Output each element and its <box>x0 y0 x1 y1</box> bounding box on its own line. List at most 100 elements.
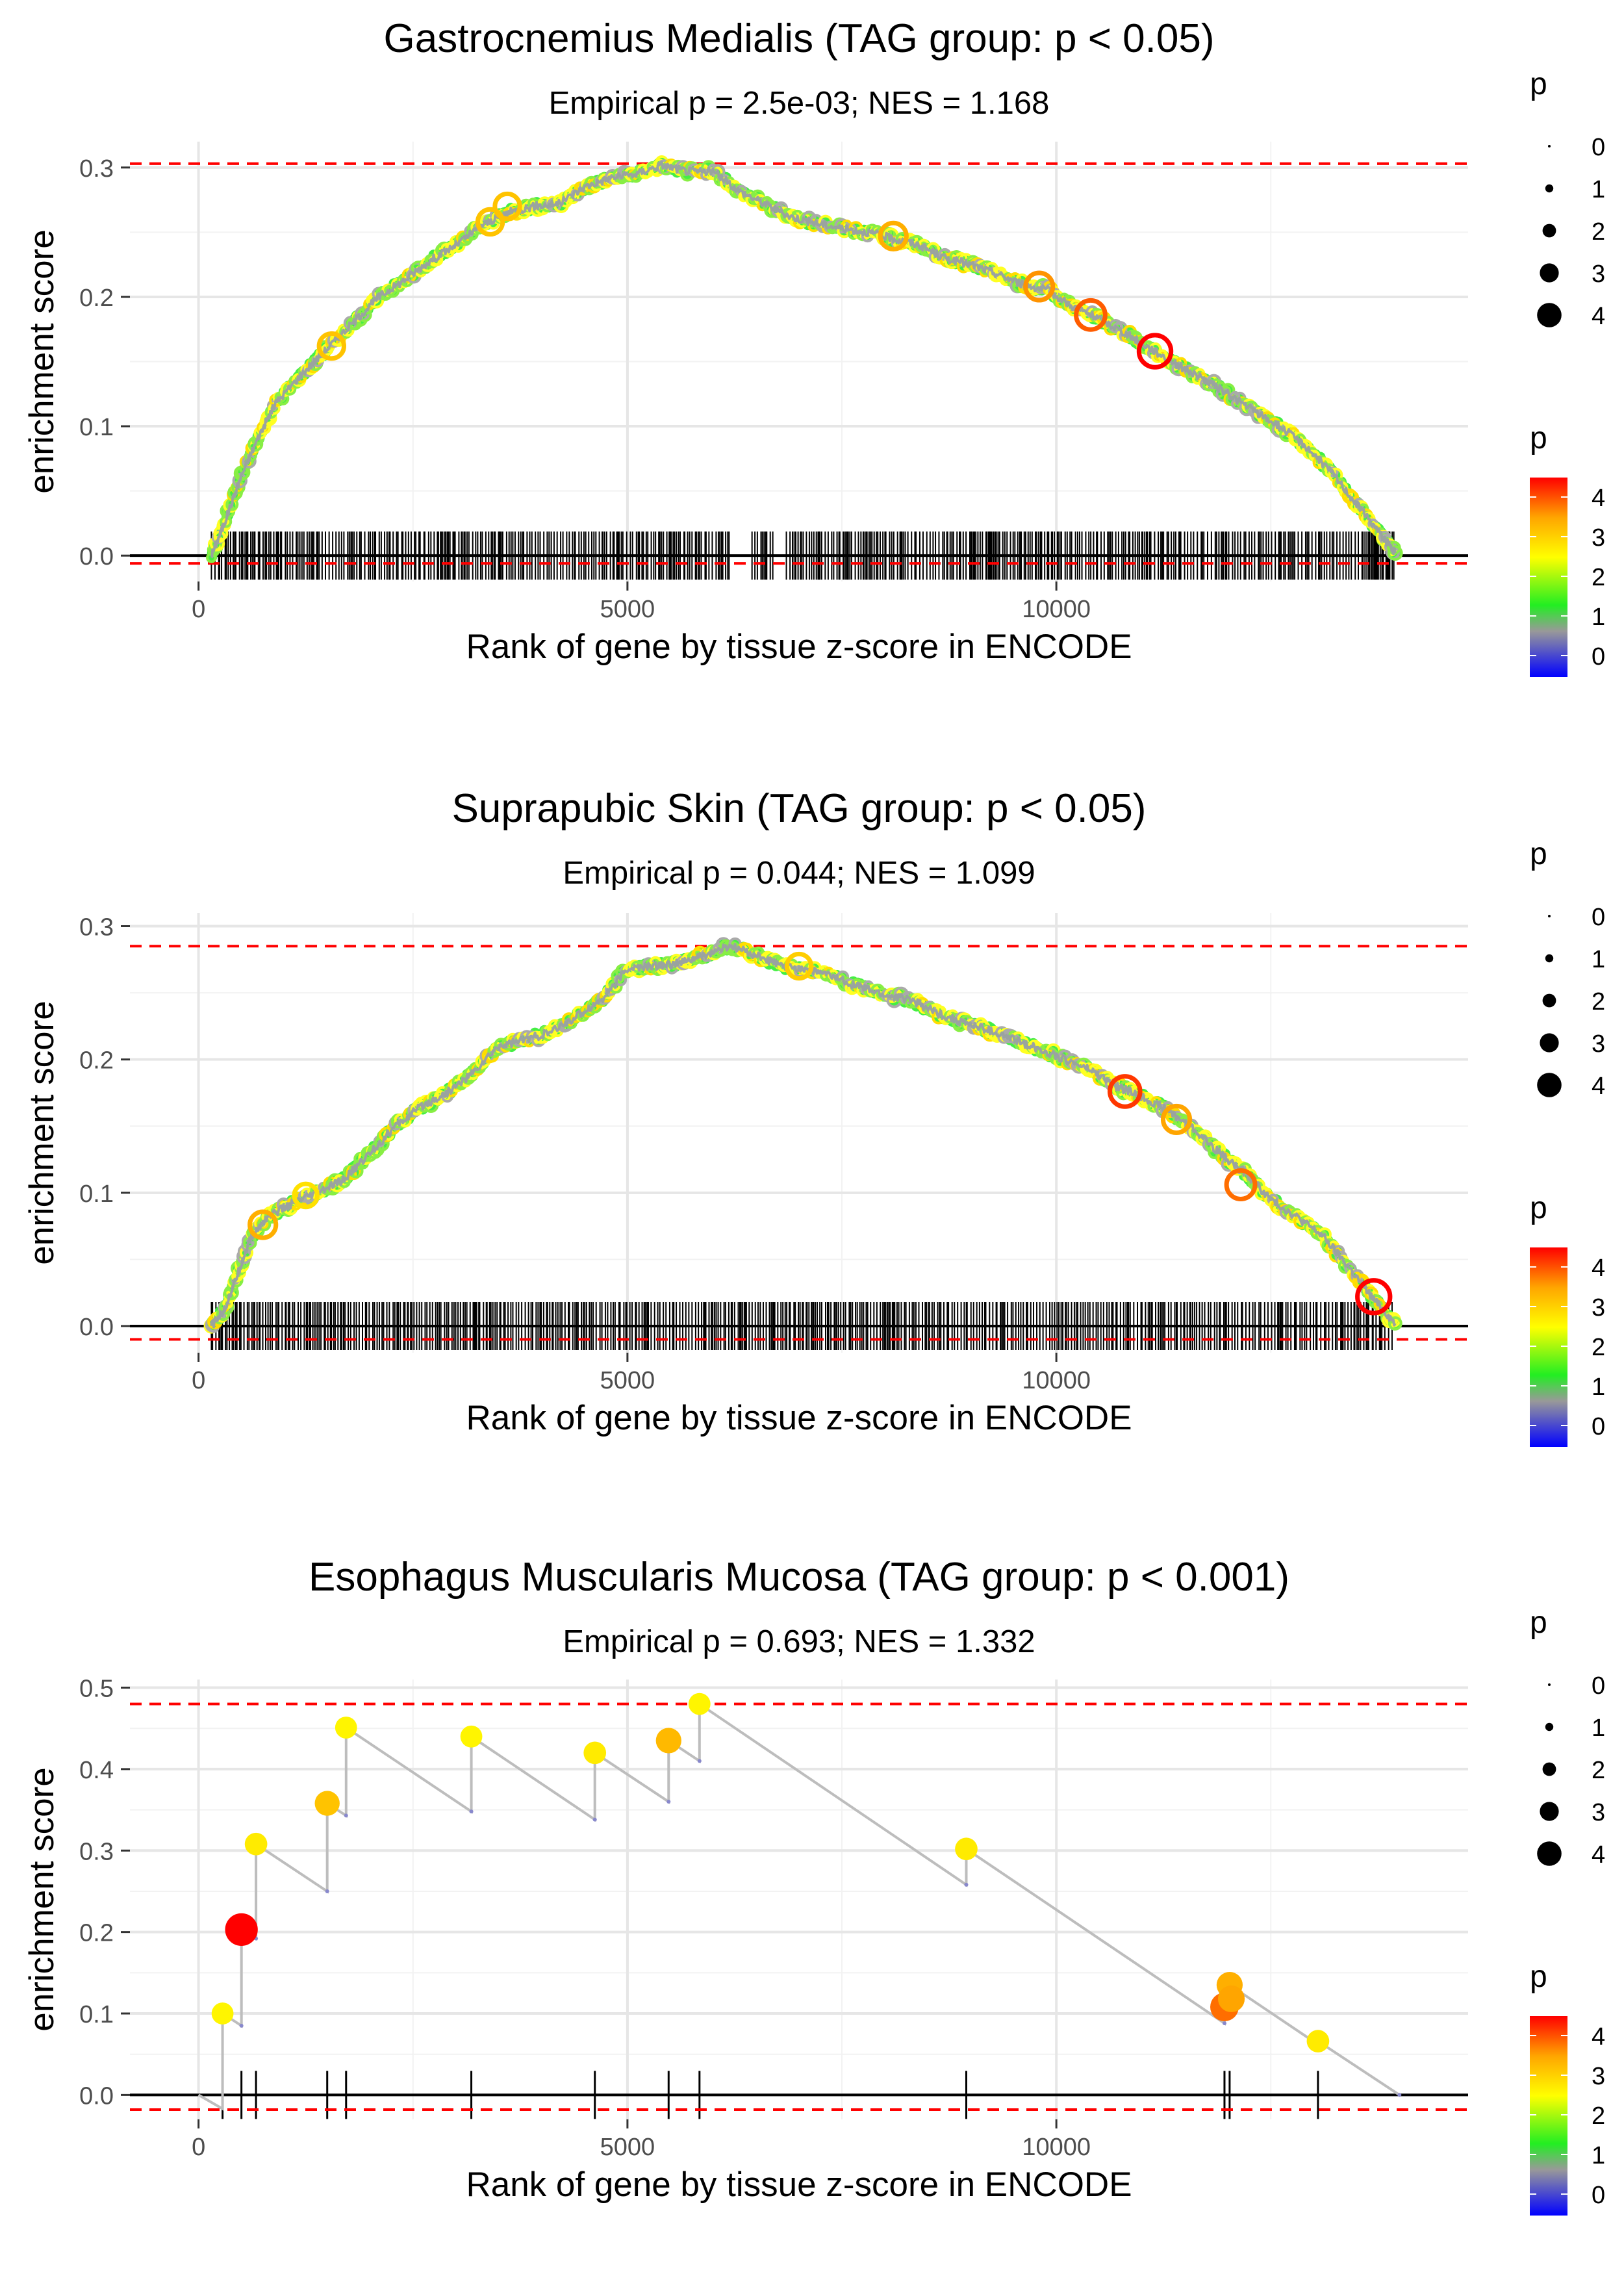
es-point <box>955 1837 978 1861</box>
x-tick-label: 5000 <box>600 596 655 623</box>
chart-title: Gastrocnemius Medialis (TAG group: p < 0… <box>384 16 1215 61</box>
highlight-point <box>784 951 814 981</box>
es-point <box>460 1725 483 1748</box>
y-tick-label: 0.1 <box>79 2001 114 2028</box>
size-legend-dot <box>1537 1073 1562 1097</box>
x-axis-title: Rank of gene by tissue z-score in ENCODE <box>466 2165 1132 2204</box>
es-point <box>655 1728 681 1754</box>
highlight-point <box>247 1209 279 1240</box>
size-legend-label: 3 <box>1592 1030 1605 1058</box>
size-legend-label: 3 <box>1592 261 1605 288</box>
size-legend-label: 2 <box>1592 218 1605 246</box>
trace-low-point <box>1222 2021 1226 2026</box>
color-legend-label: 2 <box>1592 1334 1605 1361</box>
highlight-point <box>1224 1168 1258 1201</box>
y-tick-label: 0.1 <box>79 414 114 441</box>
x-axis-title: Rank of gene by tissue z-score in ENCODE <box>466 628 1132 666</box>
size-legend-title: p <box>1530 67 1547 101</box>
size-legend-dot <box>1540 1033 1559 1053</box>
x-axis-title: Rank of gene by tissue z-score in ENCODE <box>466 1399 1132 1437</box>
size-legend-label: 0 <box>1592 904 1605 931</box>
x-tick-label: 10000 <box>1022 596 1091 623</box>
chart-subtitle: Empirical p = 0.044; NES = 1.099 <box>563 856 1035 891</box>
size-legend-label: 4 <box>1592 1073 1605 1100</box>
trace-low-point <box>1397 2093 1402 2097</box>
highlight-point <box>1023 270 1056 303</box>
es-trace-line <box>197 1701 1401 2112</box>
color-legend-label: 4 <box>1592 1255 1605 1282</box>
size-legend-dot <box>1542 224 1556 238</box>
color-legend-label: 2 <box>1592 2102 1605 2130</box>
size-legend-label: 3 <box>1592 1799 1605 1826</box>
color-legend-label: 3 <box>1592 2063 1605 2090</box>
x-tick-label: 5000 <box>600 1367 655 1394</box>
size-legend-label: 0 <box>1592 134 1605 161</box>
size-legend-dot <box>1548 145 1551 147</box>
es-point <box>1387 545 1403 561</box>
color-legend-label: 4 <box>1592 485 1605 512</box>
es-point <box>314 1791 340 1816</box>
chart-panel-3: Esophagus Muscularis Mucosa (TAG group: … <box>23 1555 1605 2216</box>
y-tick-label: 0.4 <box>79 1757 114 1784</box>
chart-panel-1: Gastrocnemius Medialis (TAG group: p < 0… <box>23 16 1605 677</box>
highlight-point <box>292 1181 320 1210</box>
size-legend-label: 4 <box>1592 1841 1605 1869</box>
y-tick-label: 0.2 <box>79 1920 114 1947</box>
x-tick-label: 10000 <box>1022 1367 1091 1394</box>
highlight-point <box>316 331 347 361</box>
color-legend-label: 0 <box>1592 643 1605 671</box>
es-trace-line <box>210 160 1397 559</box>
y-tick-label: 0.2 <box>79 1047 114 1075</box>
chart-subtitle: Empirical p = 2.5e-03; NES = 1.168 <box>549 86 1050 121</box>
size-legend-dot <box>1540 263 1559 283</box>
highlight-point <box>475 207 505 237</box>
size-legend-dot <box>1542 993 1556 1008</box>
trace-low-point <box>697 1759 702 1763</box>
color-legend-label: 4 <box>1592 2023 1605 2050</box>
es-point <box>335 1717 357 1739</box>
size-legend-label: 2 <box>1592 988 1605 1016</box>
y-tick-label: 0.0 <box>79 2082 114 2110</box>
trace-low-point <box>469 1809 474 1814</box>
es-point <box>244 1832 268 1856</box>
size-legend-label: 1 <box>1592 1715 1605 1742</box>
size-legend-title: p <box>1530 1605 1547 1640</box>
y-tick-label: 0.3 <box>79 1838 114 1865</box>
es-point <box>225 1913 258 1947</box>
color-legend-label: 0 <box>1592 2182 1605 2209</box>
es-trace-line <box>210 943 1397 1329</box>
size-legend-dot <box>1545 1722 1554 1731</box>
x-tick-label: 10000 <box>1022 2134 1091 2161</box>
color-legend-bar <box>1530 1247 1567 1447</box>
es-point <box>1217 1985 1245 2013</box>
chart-subtitle: Empirical p = 0.693; NES = 1.332 <box>563 1624 1035 1659</box>
x-tick-label: 0 <box>192 1367 205 1394</box>
trace-low-point <box>239 2023 244 2028</box>
y-tick-label: 0.5 <box>79 1676 114 1703</box>
y-axis-title: enrichment score <box>23 1767 61 2032</box>
highlight-point <box>492 191 522 222</box>
color-legend-label: 2 <box>1592 564 1605 591</box>
size-legend-label: 1 <box>1592 946 1605 973</box>
x-tick-label: 0 <box>192 2134 205 2161</box>
color-legend-bar <box>1530 478 1567 677</box>
trace-low-point <box>344 1813 348 1818</box>
y-tick-label: 0.2 <box>79 285 114 312</box>
size-legend-dot <box>1537 1841 1562 1866</box>
es-point <box>211 2002 234 2025</box>
color-legend-title: p <box>1530 421 1547 455</box>
chart-panel-2: Suprapubic Skin (TAG group: p < 0.05) Emp… <box>23 786 1605 1447</box>
trace-low-point <box>592 1817 597 1822</box>
es-point <box>688 1693 711 1715</box>
size-legend-dot <box>1545 184 1554 193</box>
size-legend-dot <box>1548 915 1551 917</box>
color-legend-label: 1 <box>1592 2142 1605 2169</box>
y-tick-label: 0.3 <box>79 155 114 183</box>
size-legend-label: 1 <box>1592 176 1605 203</box>
color-legend-label: 3 <box>1592 524 1605 552</box>
y-tick-label: 0.3 <box>79 914 114 941</box>
es-point <box>1388 1316 1402 1331</box>
es-point <box>1306 2030 1330 2052</box>
y-axis-title: enrichment score <box>23 1001 61 1265</box>
highlight-point <box>1107 1074 1143 1109</box>
